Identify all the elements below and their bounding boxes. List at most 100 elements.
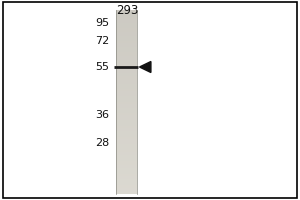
Bar: [116, 93, 136, 95]
Bar: [116, 106, 136, 108]
Bar: [116, 32, 136, 34]
Bar: [116, 155, 136, 157]
Bar: [116, 89, 136, 91]
Bar: [116, 102, 136, 104]
Text: 55: 55: [95, 62, 110, 72]
Bar: [116, 56, 136, 58]
Bar: [116, 154, 136, 155]
Bar: [116, 60, 136, 62]
Bar: [116, 67, 136, 69]
Bar: [116, 111, 136, 113]
Bar: [116, 135, 136, 137]
Bar: [116, 172, 136, 174]
Bar: [116, 19, 136, 21]
Bar: [116, 165, 136, 166]
Bar: [116, 36, 136, 38]
Bar: [116, 192, 136, 194]
Bar: [116, 120, 136, 122]
Bar: [116, 117, 136, 119]
Bar: [116, 133, 136, 135]
Bar: [116, 130, 136, 131]
Bar: [116, 146, 136, 148]
Bar: [116, 63, 136, 65]
Text: 72: 72: [95, 36, 110, 46]
Bar: [116, 73, 136, 74]
Bar: [116, 62, 136, 63]
Bar: [116, 16, 136, 17]
Bar: [116, 119, 136, 120]
Bar: [116, 141, 136, 142]
Bar: [116, 95, 136, 96]
Bar: [116, 45, 136, 47]
Bar: [116, 85, 136, 87]
Bar: [116, 78, 136, 80]
Bar: [116, 43, 136, 45]
Text: 36: 36: [95, 110, 110, 120]
Bar: [116, 38, 136, 39]
Bar: [116, 150, 136, 152]
Bar: [116, 23, 136, 25]
Bar: [116, 91, 136, 93]
Bar: [116, 166, 136, 168]
Bar: [116, 80, 136, 82]
Bar: [116, 113, 136, 115]
Bar: [116, 144, 136, 146]
Bar: [116, 159, 136, 161]
Bar: [116, 96, 136, 98]
Bar: [116, 185, 136, 187]
Bar: [116, 100, 136, 102]
Bar: [116, 128, 136, 130]
Bar: [116, 176, 136, 177]
Bar: [116, 74, 136, 76]
Bar: [116, 98, 136, 100]
Bar: [116, 47, 136, 49]
Polygon shape: [140, 62, 151, 73]
Bar: [116, 84, 136, 85]
Bar: [116, 21, 136, 23]
Bar: [116, 177, 136, 179]
Bar: [116, 142, 136, 144]
Bar: [116, 115, 136, 117]
Text: 28: 28: [95, 138, 110, 148]
Bar: [116, 27, 136, 28]
Bar: [116, 10, 136, 12]
Bar: [116, 131, 136, 133]
Bar: [116, 168, 136, 170]
Bar: [116, 161, 136, 163]
Bar: [116, 82, 136, 84]
Bar: [116, 183, 136, 185]
Bar: [116, 71, 136, 73]
Bar: [116, 104, 136, 106]
Bar: [116, 126, 136, 128]
Bar: [116, 108, 136, 109]
Bar: [116, 148, 136, 150]
Bar: [116, 188, 136, 190]
Bar: [116, 170, 136, 172]
Bar: [116, 179, 136, 181]
Bar: [116, 25, 136, 27]
Bar: [116, 190, 136, 192]
Bar: [116, 87, 136, 89]
Bar: [116, 139, 136, 141]
Bar: [116, 137, 136, 139]
Bar: [116, 12, 136, 14]
Bar: [116, 76, 136, 78]
Bar: [116, 163, 136, 165]
Bar: [116, 54, 136, 56]
Bar: [116, 41, 136, 43]
Bar: [116, 28, 136, 30]
Bar: [116, 124, 136, 126]
Bar: [116, 34, 136, 36]
Bar: [116, 17, 136, 19]
Bar: [116, 50, 136, 52]
Bar: [116, 174, 136, 176]
Bar: [116, 187, 136, 188]
Bar: [116, 58, 136, 60]
Bar: [116, 69, 136, 71]
Bar: [116, 152, 136, 154]
Bar: [116, 52, 136, 54]
Bar: [116, 122, 136, 124]
Bar: [116, 30, 136, 32]
Text: 95: 95: [95, 18, 110, 28]
Bar: [116, 157, 136, 159]
